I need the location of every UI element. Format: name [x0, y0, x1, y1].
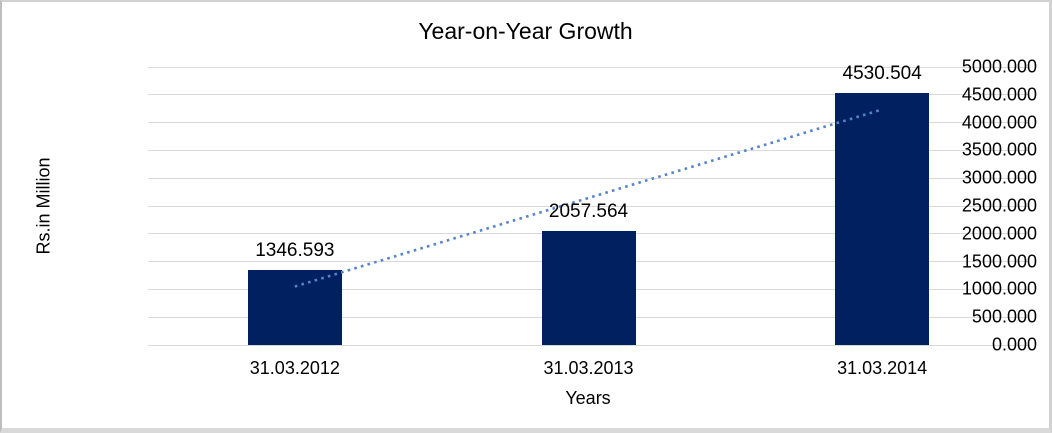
x-category-label: 31.03.2013	[543, 358, 634, 378]
bar-31.03.2013	[541, 230, 636, 345]
bar-value-label: 4530.504	[842, 63, 922, 85]
bar-31.03.2012	[247, 270, 342, 345]
x-category-label: 31.03.2014	[837, 358, 928, 378]
bar-value-label: 1346.593	[255, 240, 335, 262]
bar-31.03.2014	[835, 93, 930, 345]
x-axis-title: Years	[565, 388, 611, 408]
x-category-label: 31.03.2012	[249, 358, 340, 378]
gridline	[148, 205, 1029, 207]
y-tick-label: 3500.000	[961, 139, 1037, 160]
chart-title: Year-on-Year Growth	[418, 18, 633, 44]
bar-value-label: 2057.564	[548, 200, 629, 222]
y-tick-label: 4500.000	[961, 84, 1037, 105]
gridline	[148, 122, 1029, 124]
y-tick-label: 500.000	[971, 306, 1037, 327]
gridline	[148, 94, 1029, 96]
y-tick-label: 1000.000	[961, 278, 1037, 299]
gridline	[148, 177, 1029, 179]
y-tick-label: 1500.000	[961, 251, 1037, 272]
y-tick-label: 3000.000	[961, 167, 1037, 188]
trendline-layer	[294, 108, 883, 288]
gridline	[148, 344, 1029, 346]
plot-area	[148, 66, 1029, 346]
y-tick-label: 0.000	[991, 334, 1037, 355]
linear-trendline	[294, 108, 883, 288]
y-tick-label: 5000.000	[961, 56, 1037, 77]
y-axis-title: Rs.in Million	[33, 157, 54, 255]
gridline	[148, 66, 1029, 68]
y-tick-label: 2000.000	[961, 223, 1037, 244]
y-tick-label: 4000.000	[961, 112, 1037, 133]
y-tick-label: 2500.000	[961, 195, 1037, 216]
gridline	[148, 149, 1029, 151]
